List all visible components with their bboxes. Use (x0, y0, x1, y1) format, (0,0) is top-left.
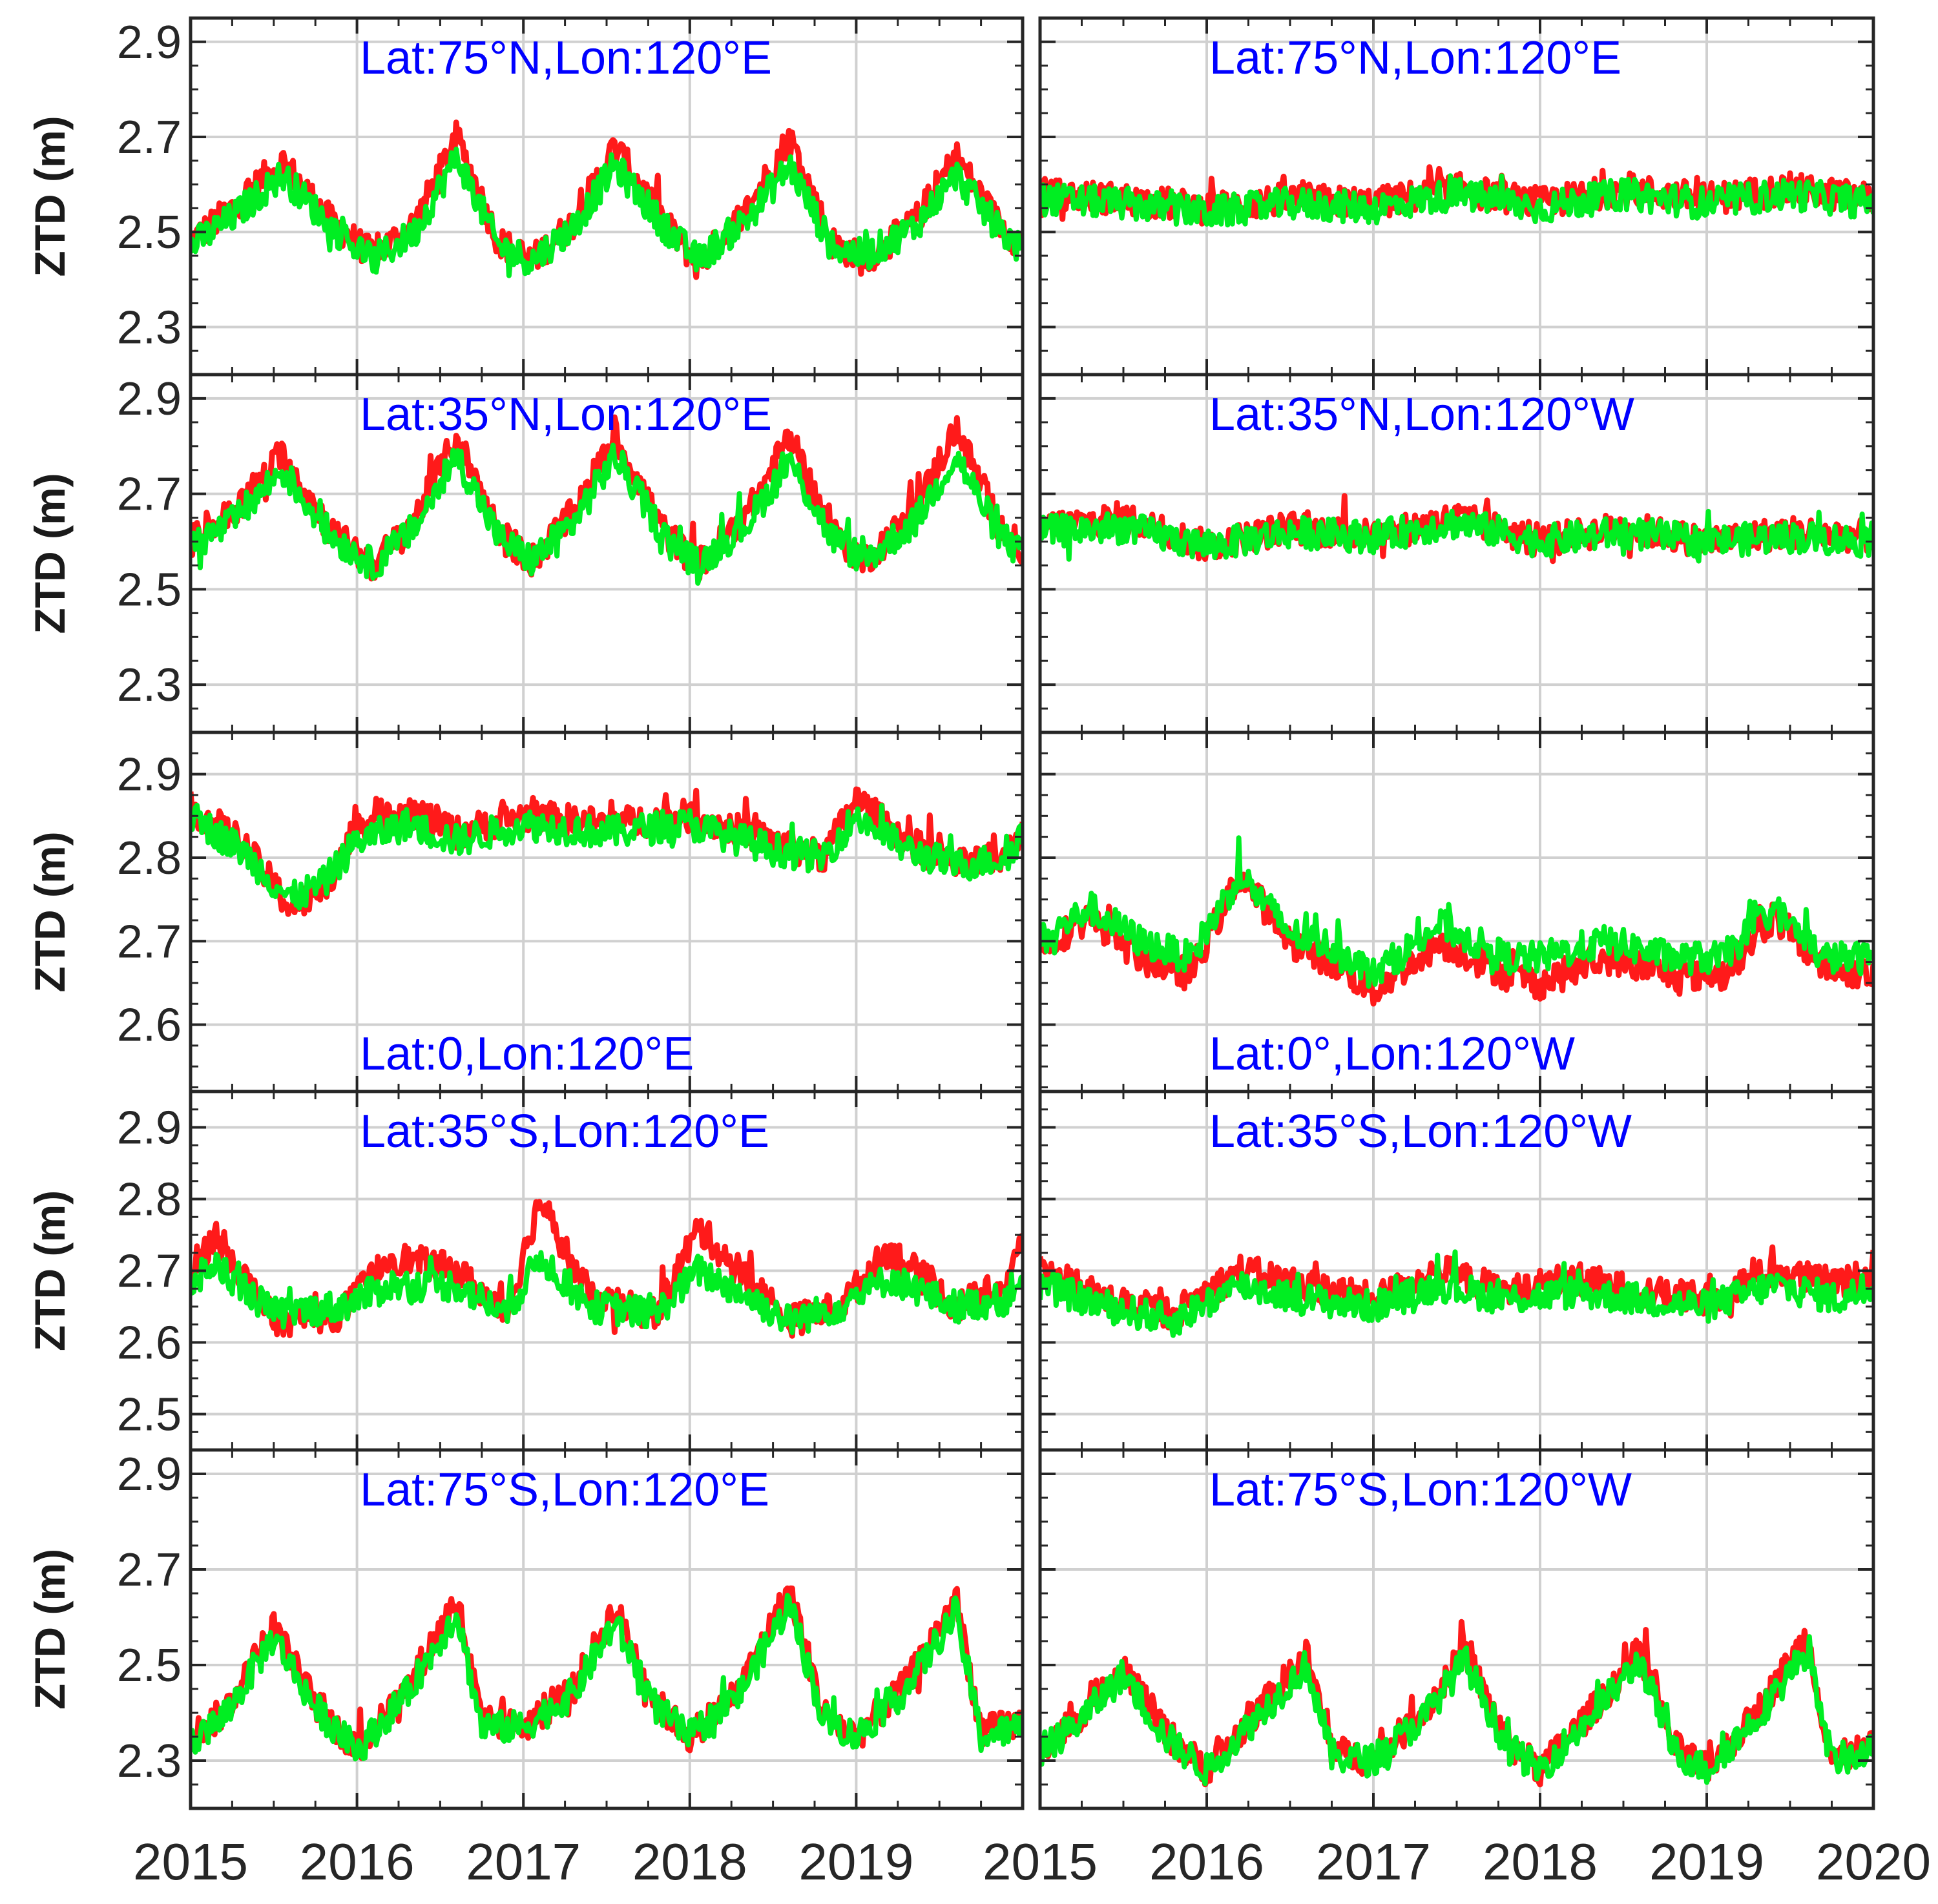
y-tick-label: 2.5 (117, 207, 182, 258)
y-tick-label: 2.3 (117, 302, 182, 353)
x-tick-label: 2015 (983, 1833, 1098, 1890)
y-tick-label: 2.3 (117, 1735, 182, 1787)
panel-1: 2.3 2.5 2.7 2.9 ZTD (m) Lat:75°N,Lon:120°E (26, 16, 1025, 377)
panel-title: Lat:75°N,Lon:120°E (360, 32, 772, 84)
series-green-line (191, 1593, 1023, 1762)
y-tick-label: 2.7 (117, 469, 182, 521)
panel-5: 2.6 2.7 2.8 2.9 ZTD (m) Lat:0,Lon:120°E (26, 730, 1025, 1093)
x-tick-label: 2019 (1649, 1833, 1764, 1890)
x-tick-label: 2017 (466, 1833, 581, 1890)
x-tick-label: 2015 (133, 1833, 248, 1890)
y-tick-label: 2.8 (117, 1174, 182, 1226)
y-tick-label: 2.8 (117, 833, 182, 884)
panel-title: Lat:0°,Lon:120°W (1209, 1028, 1575, 1080)
x-tick-label: 2019 (798, 1833, 913, 1890)
series-group (191, 786, 1023, 917)
series-group (1040, 1244, 1873, 1338)
panel-2: Lat:75°N,Lon:120°E (1038, 16, 1875, 377)
y-tick-label: 2.7 (117, 1246, 182, 1298)
y-axis-label: ZTD (m) (26, 831, 74, 992)
x-tick-label: 2018 (632, 1833, 747, 1890)
series-green-line (1040, 1249, 1873, 1338)
y-tick-label: 2.7 (117, 112, 182, 163)
y-tick-label: 2.5 (117, 564, 182, 616)
panel-title: Lat:0,Lon:120°E (360, 1028, 694, 1080)
panel-title: Lat:35°N,Lon:120°W (1209, 389, 1634, 440)
series-green-line (191, 1250, 1023, 1336)
series-green-line (1040, 173, 1873, 228)
y-axis-label: ZTD (m) (26, 1190, 74, 1351)
panel-3: 2.3 2.5 2.7 2.9 ZTD (m) Lat:35°N,Lon:120°E (26, 373, 1025, 734)
x-tick-label: 2016 (300, 1833, 415, 1890)
panel-title: Lat:35°S,Lon:120°W (1209, 1106, 1632, 1157)
series-green-line (1040, 1634, 1873, 1786)
y-tick-label: 2.3 (117, 659, 182, 711)
y-tick-label: 2.9 (117, 1102, 182, 1154)
y-axis-label: ZTD (m) (26, 1549, 74, 1710)
y-tick-label: 2.9 (117, 1449, 182, 1500)
y-tick-label: 2.9 (117, 749, 182, 801)
y-axis-label: ZTD (m) (26, 116, 74, 276)
series-group (191, 414, 1023, 586)
panel-title: Lat:35°S,Lon:120°E (360, 1106, 769, 1157)
x-tick-label: 2017 (1316, 1833, 1431, 1890)
y-axis-label: ZTD (m) (26, 473, 74, 634)
series-group (1040, 835, 1873, 1007)
panel-10: 2015 2016 2017 2018 2019 2020 Lat:75°S,Lon:120… (983, 1448, 1931, 1890)
series-red-line (191, 1585, 1023, 1761)
series-red-line (191, 414, 1023, 582)
panel-7: 2.5 2.6 2.7 2.8 2.9 ZTD (m) Lat:35°S,Lon:120°E (26, 1090, 1025, 1452)
series-green-line (191, 442, 1023, 586)
y-tick-label: 2.5 (117, 1389, 182, 1441)
series-group (191, 1199, 1023, 1339)
y-tick-label: 2.5 (117, 1640, 182, 1692)
y-tick-label: 2.9 (117, 17, 182, 68)
y-tick-label: 2.6 (117, 1000, 182, 1051)
panel-6: Lat:0°,Lon:120°W (1038, 730, 1875, 1093)
panel-4: Lat:35°N,Lon:120°W (1038, 373, 1875, 734)
series-group (1040, 493, 1873, 564)
panel-title: Lat:75°N,Lon:120°E (1209, 32, 1621, 84)
series-group (1040, 1619, 1873, 1788)
x-tick-label: 2020 (1816, 1833, 1931, 1890)
y-tick-label: 2.7 (117, 1544, 182, 1596)
series-green-line (1040, 508, 1873, 564)
series-green-line (1040, 835, 1873, 989)
series-green-line (191, 802, 1023, 911)
panel-title: Lat:75°S,Lon:120°E (360, 1464, 769, 1516)
series-group (191, 119, 1023, 280)
panel-title: Lat:35°N,Lon:120°E (360, 389, 772, 440)
y-tick-label: 2.6 (117, 1318, 182, 1369)
panel-title: Lat:75°S,Lon:120°W (1209, 1464, 1632, 1516)
x-tick-label: 2018 (1483, 1833, 1598, 1890)
series-group (1040, 164, 1873, 228)
panel-9: 2.3 2.5 2.7 2.9 ZTD (m) 2015 2016 2017 2018 2019 L… (26, 1448, 1025, 1890)
series-green-line (191, 147, 1023, 278)
series-group (191, 1585, 1023, 1762)
y-tick-label: 2.9 (117, 373, 182, 425)
panel-8: Lat:35°S,Lon:120°W (1038, 1090, 1875, 1452)
x-tick-label: 2016 (1149, 1833, 1264, 1890)
y-tick-label: 2.7 (117, 916, 182, 968)
